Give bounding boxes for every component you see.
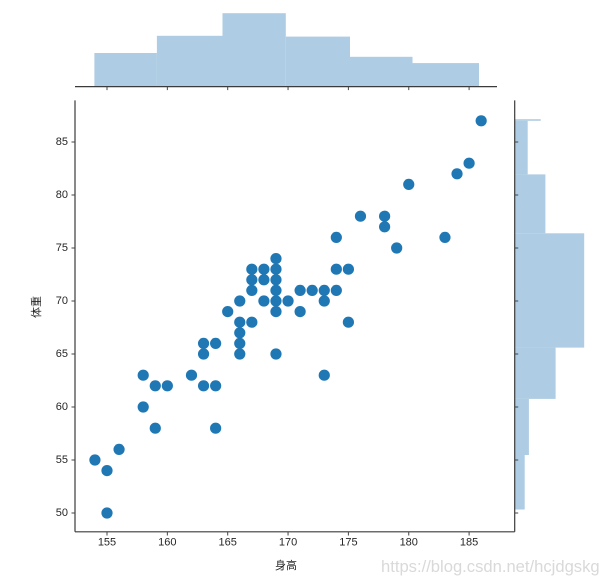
svg-text:170: 170 xyxy=(279,537,297,549)
svg-text:85: 85 xyxy=(56,136,68,148)
svg-text:175: 175 xyxy=(339,537,357,549)
svg-text:55: 55 xyxy=(56,454,68,466)
svg-text:165: 165 xyxy=(219,537,237,549)
svg-text:75: 75 xyxy=(56,242,68,254)
svg-text:70: 70 xyxy=(56,295,68,307)
svg-text:60: 60 xyxy=(56,401,68,413)
svg-text:180: 180 xyxy=(400,537,418,549)
svg-text:160: 160 xyxy=(158,537,176,549)
svg-text:65: 65 xyxy=(56,348,68,360)
svg-text:185: 185 xyxy=(460,537,478,549)
svg-text:80: 80 xyxy=(56,189,68,201)
svg-text:50: 50 xyxy=(56,507,68,519)
svg-text:155: 155 xyxy=(98,537,116,549)
